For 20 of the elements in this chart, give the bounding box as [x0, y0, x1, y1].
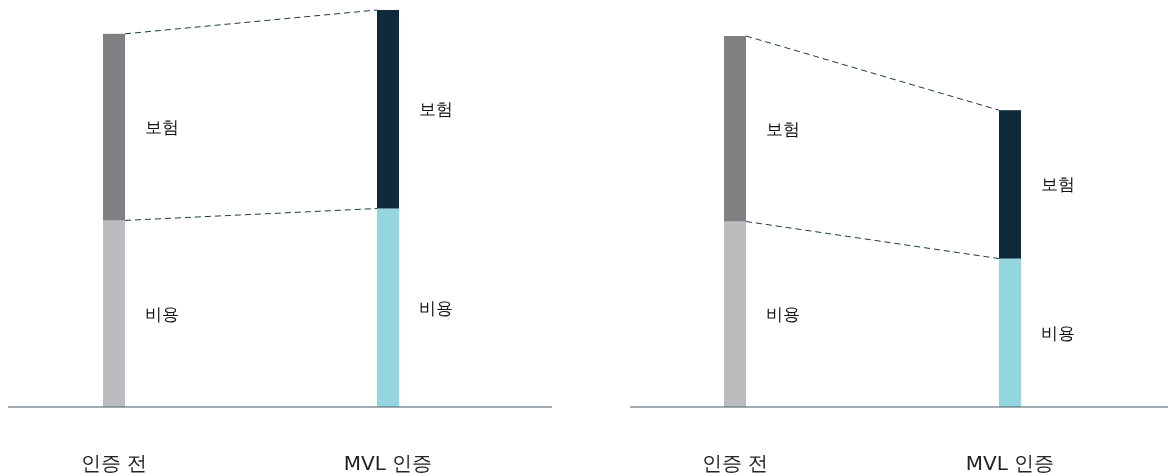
- x-tick-label: 인증 전: [80, 451, 148, 473]
- bar: [103, 220, 125, 407]
- text: 보험: [1041, 174, 1075, 195]
- text: 보험: [419, 99, 453, 120]
- bar: [999, 110, 1021, 259]
- bar: [377, 10, 399, 209]
- series-label: 보험: [766, 118, 800, 139]
- bar: [724, 221, 746, 407]
- x-tick-label: MVL 인증: [965, 451, 1055, 473]
- x-tick-label: 인증 전: [701, 451, 769, 473]
- bar: [724, 36, 746, 222]
- bar: [999, 258, 1021, 407]
- bar: [103, 33, 125, 221]
- x-tick-label: MVL 인증: [343, 451, 433, 473]
- text: 비용: [1041, 322, 1075, 343]
- series-label: 보험: [145, 117, 179, 138]
- series-label: 비용: [145, 303, 179, 324]
- bar: [377, 208, 399, 407]
- text: 비용: [419, 297, 453, 318]
- series-label: 비용: [766, 304, 800, 325]
